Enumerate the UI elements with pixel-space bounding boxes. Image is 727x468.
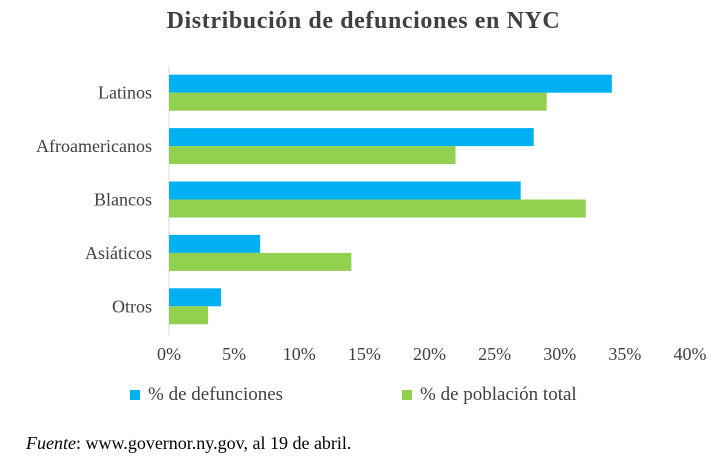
bar-poblacion-1 — [169, 146, 456, 165]
x-tick-label-1: 5% — [222, 344, 246, 364]
x-tick-label-0: 0% — [157, 344, 181, 364]
category-label-2: Blancos — [94, 190, 152, 210]
x-tick-label-6: 30% — [543, 344, 576, 364]
category-label-1: Afroamericanos — [36, 136, 152, 156]
legend: % de defunciones % de población total — [0, 384, 727, 408]
legend-item-defunciones: % de defunciones — [130, 384, 283, 406]
bar-defunciones-2 — [169, 181, 521, 200]
bar-defunciones-3 — [169, 234, 261, 253]
bar-poblacion-4 — [169, 306, 209, 325]
legend-item-poblacion: % de población total — [402, 384, 577, 406]
legend-label-defunciones: % de defunciones — [148, 384, 284, 405]
legend-label-poblacion: % de población total — [420, 384, 577, 405]
bar-poblacion-3 — [169, 252, 352, 271]
category-label-3: Asiáticos — [85, 243, 152, 263]
bar-defunciones-1 — [169, 128, 534, 147]
x-tick-label-4: 20% — [413, 344, 446, 364]
x-tick-label-8: 40% — [674, 344, 707, 364]
chart-title: Distribución de defunciones en NYC — [166, 8, 561, 34]
category-label-4: Otros — [112, 296, 152, 316]
bar-defunciones-4 — [169, 288, 222, 307]
x-tick-label-7: 35% — [608, 344, 641, 364]
source-note: Fuente: www.governor.ny.gov, al 19 de ab… — [26, 433, 351, 454]
legend-swatch-poblacion — [402, 390, 412, 400]
source-text: : www.governor.ny.gov, al 19 de abril. — [75, 433, 352, 453]
legend-swatch-defunciones — [130, 390, 140, 400]
category-label-0: Latinos — [98, 83, 152, 103]
bar-poblacion-0 — [169, 92, 547, 111]
bar-defunciones-0 — [169, 74, 612, 93]
x-tick-label-3: 15% — [348, 344, 381, 364]
source-label: Fuente — [26, 433, 76, 453]
x-tick-label-5: 25% — [478, 344, 511, 364]
bar-poblacion-2 — [169, 199, 586, 218]
x-tick-label-2: 10% — [283, 344, 316, 364]
